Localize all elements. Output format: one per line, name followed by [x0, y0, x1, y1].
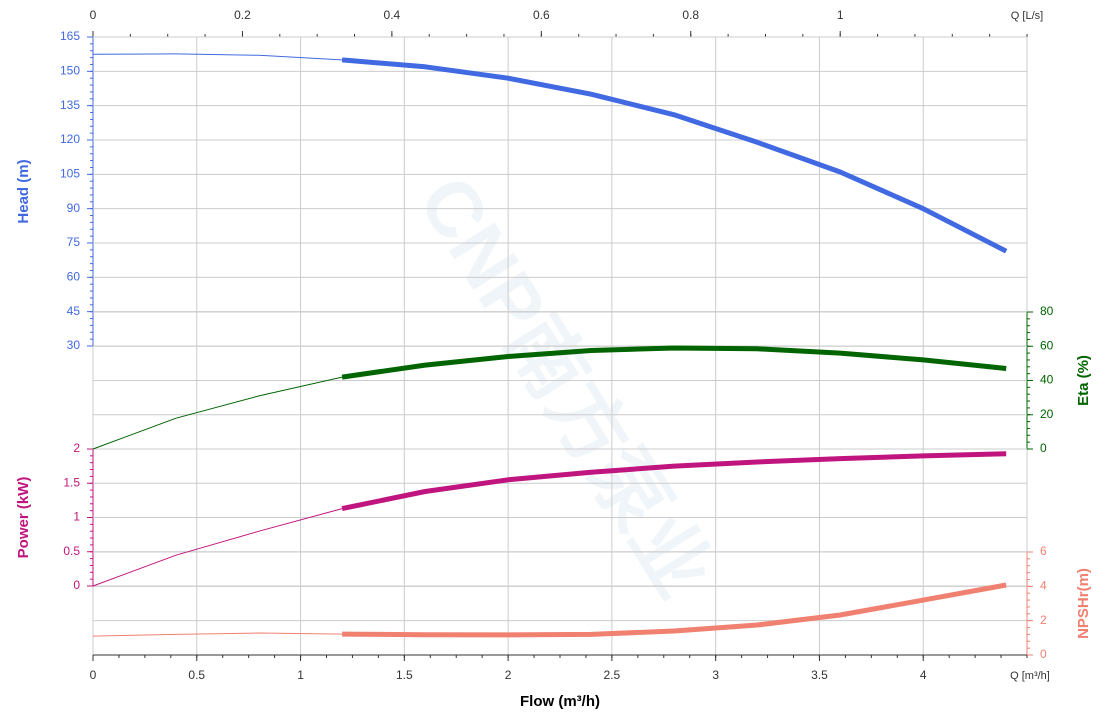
- x-tick-label: 3.5: [811, 668, 828, 682]
- watermark: CNP南方泵业: [402, 161, 729, 612]
- y-tick-label: 75: [67, 235, 81, 249]
- x-tick-label: 2: [505, 668, 512, 682]
- y-tick-label: 120: [60, 132, 80, 146]
- curve-operating: [341, 345, 1007, 380]
- curve-extended: [92, 508, 343, 587]
- y-tick-label: 2: [1040, 613, 1047, 627]
- y-tick-label: 45: [67, 304, 81, 318]
- y-tick-label: 6: [1040, 544, 1047, 558]
- y-tick-label: 60: [1040, 338, 1054, 352]
- y-tick-label: 0: [73, 578, 80, 592]
- y-tick-label: 105: [60, 167, 80, 181]
- curve-operating: [341, 57, 1008, 254]
- y-tick-label: 30: [67, 338, 81, 352]
- y-tick-label: 20: [1040, 407, 1054, 421]
- y-tick-label: 4: [1040, 579, 1047, 593]
- x-tick-label: 1.5: [396, 668, 413, 682]
- curve-extended: [92, 632, 343, 637]
- y-axis-title: Eta (%): [1075, 355, 1092, 406]
- x-tick-label: 1: [297, 668, 304, 682]
- curve-extended: [92, 376, 343, 450]
- x2-tick-label: 0.8: [682, 8, 699, 22]
- y-tick-label: 1.5: [63, 475, 80, 489]
- y-tick-label: 0: [1040, 441, 1047, 455]
- curve-operating: [342, 582, 1007, 638]
- y-axis-title: Power (kW): [15, 477, 32, 559]
- x2-tick-label: 0: [90, 8, 97, 22]
- x2-tick-label: 0.2: [234, 8, 251, 22]
- y-tick-label: 80: [1040, 304, 1054, 318]
- y-tick-label: 1: [73, 510, 80, 524]
- y-tick-label: 150: [60, 64, 80, 78]
- x2-tick-label: 0.4: [384, 8, 401, 22]
- x-unit-label: Q [m³/h]: [1010, 670, 1050, 682]
- x-tick-label: 2.5: [604, 668, 621, 682]
- y-tick-label: 90: [67, 201, 81, 215]
- x2-tick-label: 0.6: [533, 8, 550, 22]
- y-tick-label: 165: [60, 29, 80, 43]
- y-tick-label: 0: [1040, 647, 1047, 661]
- y-tick-label: 60: [67, 270, 81, 284]
- y-axis-title: Head (m): [15, 159, 32, 223]
- y-axis-title: NPSHr(m): [1075, 568, 1092, 639]
- curve-extended: [92, 53, 343, 61]
- x-tick-label: 4: [920, 668, 927, 682]
- x2-tick-label: 1: [837, 8, 844, 22]
- x-tick-label: 0: [90, 668, 97, 682]
- y-tick-label: 2: [73, 441, 80, 455]
- x-tick-label: 0.5: [188, 668, 205, 682]
- x-axis-title: Flow (m³/h): [520, 693, 600, 710]
- y-tick-label: 135: [60, 98, 80, 112]
- x-tick-label: 3: [712, 668, 719, 682]
- curve-operating: [341, 451, 1007, 512]
- x2-unit-label: Q [L/s]: [1011, 10, 1043, 22]
- y-tick-label: 0.5: [63, 544, 80, 558]
- y-tick-label: 40: [1040, 373, 1054, 387]
